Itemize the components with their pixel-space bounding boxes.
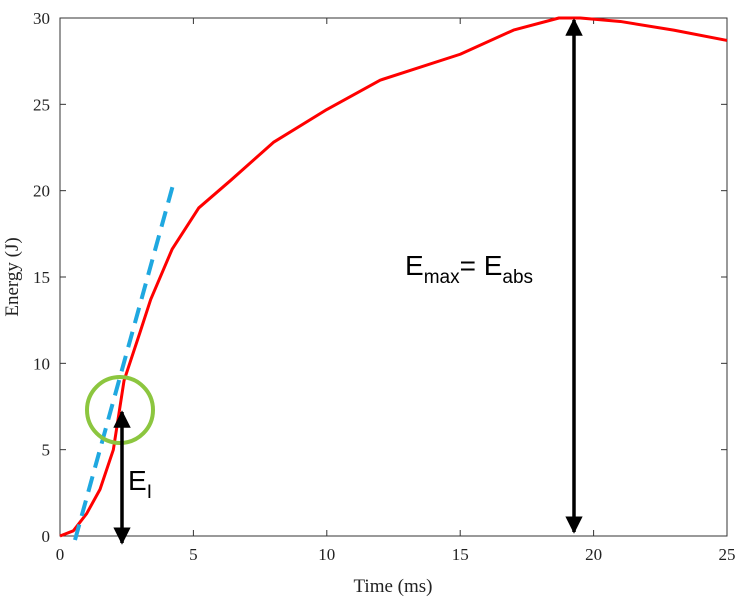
x-tick-label: 10 bbox=[318, 545, 335, 564]
y-tick-label: 20 bbox=[33, 182, 50, 201]
emax-main2: = E bbox=[460, 250, 503, 281]
ei-main: E bbox=[128, 465, 147, 496]
ei-sub: I bbox=[147, 482, 152, 503]
emax-label: Emax= Eabs bbox=[405, 250, 533, 288]
y-tick-label: 25 bbox=[33, 95, 50, 114]
tangent-line bbox=[73, 184, 175, 541]
y-tick-label: 30 bbox=[33, 9, 50, 28]
x-axis-label: Time (ms) bbox=[353, 576, 432, 597]
ei-label: EI bbox=[128, 465, 152, 503]
x-tick-label: 5 bbox=[189, 545, 198, 564]
x-tick-label: 20 bbox=[585, 545, 602, 564]
x-tick-label: 0 bbox=[56, 545, 65, 564]
y-axis-label: Energy (J) bbox=[2, 237, 23, 316]
x-tick-label: 15 bbox=[452, 545, 469, 564]
y-tick-label: 15 bbox=[33, 268, 50, 287]
x-tick-label: 25 bbox=[719, 545, 736, 564]
y-tick-label: 0 bbox=[42, 527, 51, 546]
y-tick-label: 5 bbox=[42, 441, 51, 460]
emax-main: E bbox=[405, 250, 424, 281]
emax-sub: max bbox=[424, 267, 460, 288]
y-tick-label: 10 bbox=[33, 354, 50, 373]
data-line bbox=[59, 16, 728, 538]
plot-content: 0 5 10 15 20 25 0 5 10 15 20 25 30 bbox=[33, 9, 736, 564]
emax-sub2: abs bbox=[502, 267, 533, 288]
